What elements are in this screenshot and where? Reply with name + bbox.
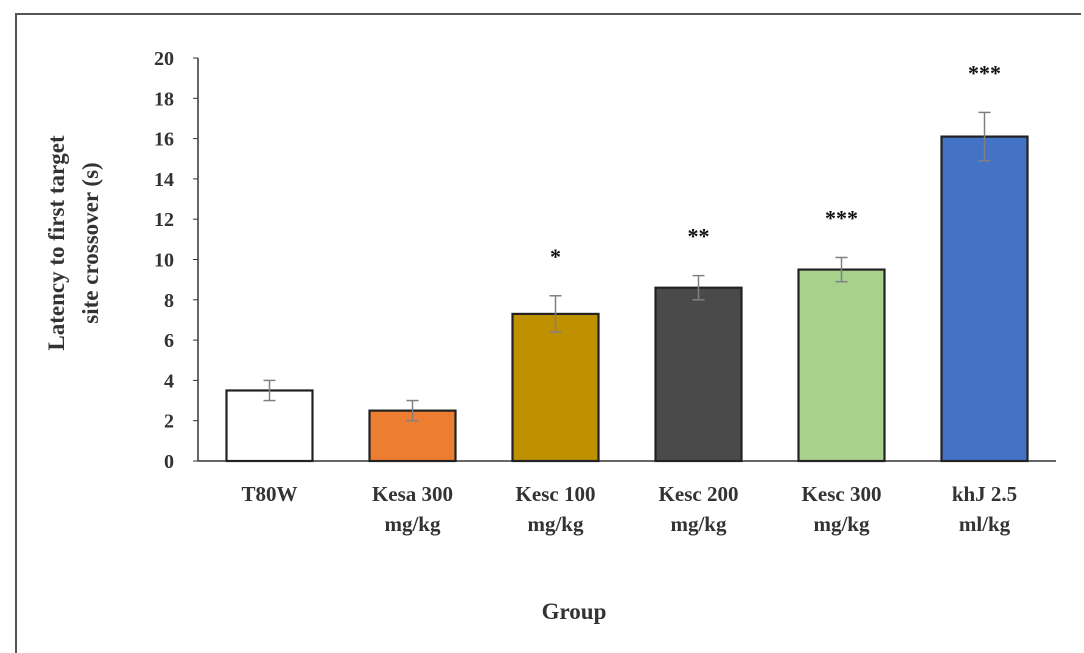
y-axis-title: Latency to first target site crossover (… (44, 135, 103, 351)
y-tick-label: 6 (164, 330, 174, 352)
x-tick-label: mg/kg (527, 512, 584, 536)
significance-label: *** (825, 205, 858, 230)
x-tick-label: mg/kg (384, 512, 441, 536)
x-tick-label: khJ 2.5 (952, 482, 1017, 506)
significance-label: ** (688, 224, 710, 249)
y-tick-label: 18 (154, 88, 174, 110)
bar (797, 268, 886, 463)
bar (511, 312, 600, 463)
y-tick-label: 2 (164, 411, 174, 433)
x-axis-title: Group (542, 599, 607, 624)
y-tick-label: 12 (154, 209, 174, 231)
y-axis-title-line-1: Latency to first target (44, 135, 69, 351)
significance-label: *** (968, 60, 1001, 85)
chart-frame (15, 13, 1081, 653)
y-tick-label: 8 (164, 290, 174, 312)
y-tick-label: 16 (154, 129, 174, 151)
x-tick-label: Kesc 200 (659, 482, 739, 506)
y-tick-label: 20 (154, 48, 174, 70)
x-tick-label: Kesc 100 (516, 482, 596, 506)
chart-marks: 0 2 4 6 8 10 12 14 16 18 20 T80W Kesa 300 mg/kg * Kesc … (154, 48, 1056, 536)
x-tick-label: Kesa 300 (372, 482, 453, 506)
y-tick-label: 14 (154, 169, 174, 191)
y-tick-label: 0 (164, 451, 174, 473)
bar (654, 286, 743, 463)
x-tick-label: mg/kg (670, 512, 727, 536)
x-tick-label: T80W (241, 482, 297, 506)
significance-label: * (550, 244, 561, 269)
y-axis-title-line-2: site crossover (s) (78, 162, 103, 323)
x-tick-label: Kesc 300 (802, 482, 882, 506)
y-tick-label: 10 (154, 250, 174, 272)
x-tick-label: mg/kg (813, 512, 870, 536)
bar (940, 135, 1029, 463)
x-tick-label: ml/kg (959, 512, 1011, 536)
y-tick-label: 4 (164, 370, 174, 392)
